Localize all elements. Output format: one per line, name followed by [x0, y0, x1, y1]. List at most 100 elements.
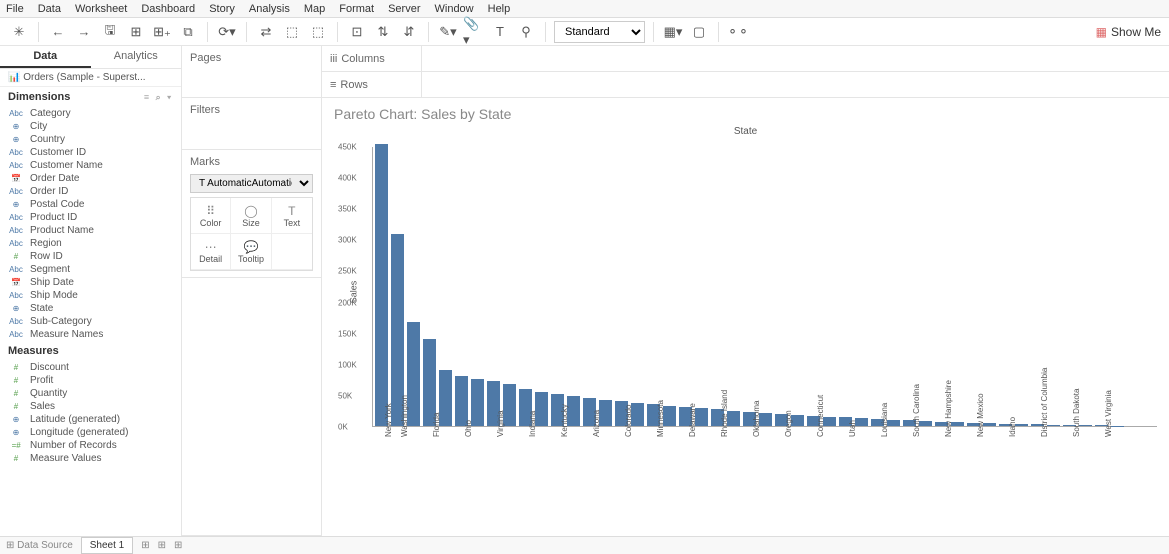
dim-ship-mode[interactable]: AbcShip Mode [4, 289, 177, 302]
x-label: Kentucky [560, 404, 569, 437]
measures-header: Measures [0, 341, 181, 361]
new-dashboard-button[interactable]: ⊞ [158, 540, 166, 551]
datasource-item[interactable]: 📊 Orders (Sample - Superst... [0, 69, 181, 87]
dim-city[interactable]: ⊕City [4, 120, 177, 133]
menu-help[interactable]: Help [488, 3, 511, 15]
bar[interactable] [471, 379, 484, 426]
cards-button[interactable]: ▦▾ [662, 21, 684, 43]
label-button[interactable]: T [489, 21, 511, 43]
dim-customer-name[interactable]: AbcCustomer Name [4, 159, 177, 172]
menu-window[interactable]: Window [435, 3, 474, 15]
measure-quantity[interactable]: #Quantity [4, 387, 177, 400]
menu-story[interactable]: Story [209, 3, 235, 15]
show-me-button[interactable]: ▦Show Me [1096, 25, 1161, 39]
dim-order-date[interactable]: 📅Order Date [4, 172, 177, 185]
x-label: South Carolina [912, 384, 921, 437]
fit-select[interactable]: Standard [554, 21, 645, 43]
tab-data[interactable]: Data [0, 46, 91, 68]
new-story-button[interactable]: ⊞ [174, 540, 182, 551]
x-label: Arizona [592, 410, 601, 437]
measure-longitude-(generated)[interactable]: ⊕Longitude (generated) [4, 426, 177, 439]
dim-measure-names[interactable]: AbcMeasure Names [4, 328, 177, 341]
present-button[interactable]: ▢ [688, 21, 710, 43]
menu-worksheet[interactable]: Worksheet [75, 3, 127, 15]
new-datasource-button[interactable]: ⊞ [125, 21, 147, 43]
tab-analytics[interactable]: Analytics [91, 46, 182, 68]
sort-button[interactable]: ⇅ [372, 21, 394, 43]
x-label: Virginia [496, 410, 505, 437]
y-tick: 300K [338, 236, 357, 245]
menu-format[interactable]: Format [339, 3, 374, 15]
x-label: Washington [400, 395, 409, 437]
forward-button[interactable]: → [73, 21, 95, 43]
chart-header-label: State [334, 126, 1157, 137]
menu-server[interactable]: Server [388, 3, 420, 15]
dim-order-id[interactable]: AbcOrder ID [4, 185, 177, 198]
back-button[interactable]: ← [47, 21, 69, 43]
dim-sub-category[interactable]: AbcSub-Category [4, 315, 177, 328]
share-button[interactable]: ⚬⚬ [727, 21, 749, 43]
highlight-button[interactable]: ✎▾ [437, 21, 459, 43]
dim-segment[interactable]: AbcSegment [4, 263, 177, 276]
menu-dashboard[interactable]: Dashboard [141, 3, 195, 15]
refresh-button[interactable]: ⟳▾ [216, 21, 238, 43]
mark-size[interactable]: ◯Size [231, 198, 271, 234]
measure-latitude-(generated)[interactable]: ⊕Latitude (generated) [4, 413, 177, 426]
sort-desc-button[interactable]: ⬚ [307, 21, 329, 43]
new-sheet-button[interactable]: ⊞ [141, 540, 149, 551]
marks-type-select[interactable]: T AutomaticAutomatic [190, 174, 313, 193]
x-label: Rhode Island [720, 390, 729, 437]
pages-shelf[interactable]: Pages [182, 46, 321, 98]
bar[interactable] [455, 376, 468, 426]
dim-region[interactable]: AbcRegion [4, 237, 177, 250]
measure-measure-values[interactable]: #Measure Values [4, 452, 177, 465]
marks-card: Marks T AutomaticAutomatic ⠿Color◯SizeTT… [182, 150, 321, 278]
dim-country[interactable]: ⊕Country [4, 133, 177, 146]
x-label: New Hampshire [944, 380, 953, 437]
dim-postal-code[interactable]: ⊕Postal Code [4, 198, 177, 211]
pin-button[interactable]: 📎▾ [463, 21, 485, 43]
swap-button[interactable]: ⇄ [255, 21, 277, 43]
dim-category[interactable]: AbcCategory [4, 107, 177, 120]
y-tick: 250K [338, 267, 357, 276]
fix-button[interactable]: ⚲ [515, 21, 537, 43]
mark-color[interactable]: ⠿Color [191, 198, 231, 234]
menu-analysis[interactable]: Analysis [249, 3, 290, 15]
dim-product-id[interactable]: AbcProduct ID [4, 211, 177, 224]
goto-datasource-button[interactable]: ⊞ Data Source [6, 540, 73, 551]
logo-icon[interactable]: ✳ [8, 21, 30, 43]
new-worksheet-button[interactable]: ⊞₊ [151, 21, 173, 43]
measure-profit[interactable]: #Profit [4, 374, 177, 387]
mark-tooltip[interactable]: 💬Tooltip [231, 234, 271, 270]
filters-shelf[interactable]: Filters [182, 98, 321, 150]
shelves-pane: Pages Filters Marks T AutomaticAutomatic… [182, 46, 322, 536]
x-label: South Dakota [1072, 389, 1081, 437]
sort2-button[interactable]: ⇵ [398, 21, 420, 43]
menu-map[interactable]: Map [304, 3, 325, 15]
group-button[interactable]: ⊡ [346, 21, 368, 43]
columns-shelf[interactable]: iiiColumns [322, 46, 1169, 72]
sheet-tab[interactable]: Sheet 1 [81, 537, 133, 554]
dim-customer-id[interactable]: AbcCustomer ID [4, 146, 177, 159]
x-label: Louisiana [880, 403, 889, 437]
rows-shelf[interactable]: ≡Rows [322, 72, 1169, 98]
dim-state[interactable]: ⊕State [4, 302, 177, 315]
chart-title: Pareto Chart: Sales by State [334, 106, 1157, 122]
dim-ship-date[interactable]: 📅Ship Date [4, 276, 177, 289]
menu-file[interactable]: File [6, 3, 24, 15]
measure-discount[interactable]: #Discount [4, 361, 177, 374]
dim-product-name[interactable]: AbcProduct Name [4, 224, 177, 237]
x-label: Delaware [688, 403, 697, 437]
measure-number-of-records[interactable]: =#Number of Records [4, 439, 177, 452]
measure-sales[interactable]: #Sales [4, 400, 177, 413]
dim-row-id[interactable]: #Row ID [4, 250, 177, 263]
mark-detail[interactable]: ⋯Detail [191, 234, 231, 270]
save-button[interactable]: 🖫 [99, 21, 121, 43]
sort-asc-button[interactable]: ⬚ [281, 21, 303, 43]
mark-text[interactable]: TText [272, 198, 312, 234]
dup-button[interactable]: ⧉ [177, 21, 199, 43]
y-tick: 400K [338, 174, 357, 183]
menu-data[interactable]: Data [38, 3, 61, 15]
bar[interactable] [375, 144, 388, 426]
x-label: District of Columbia [1040, 368, 1049, 437]
